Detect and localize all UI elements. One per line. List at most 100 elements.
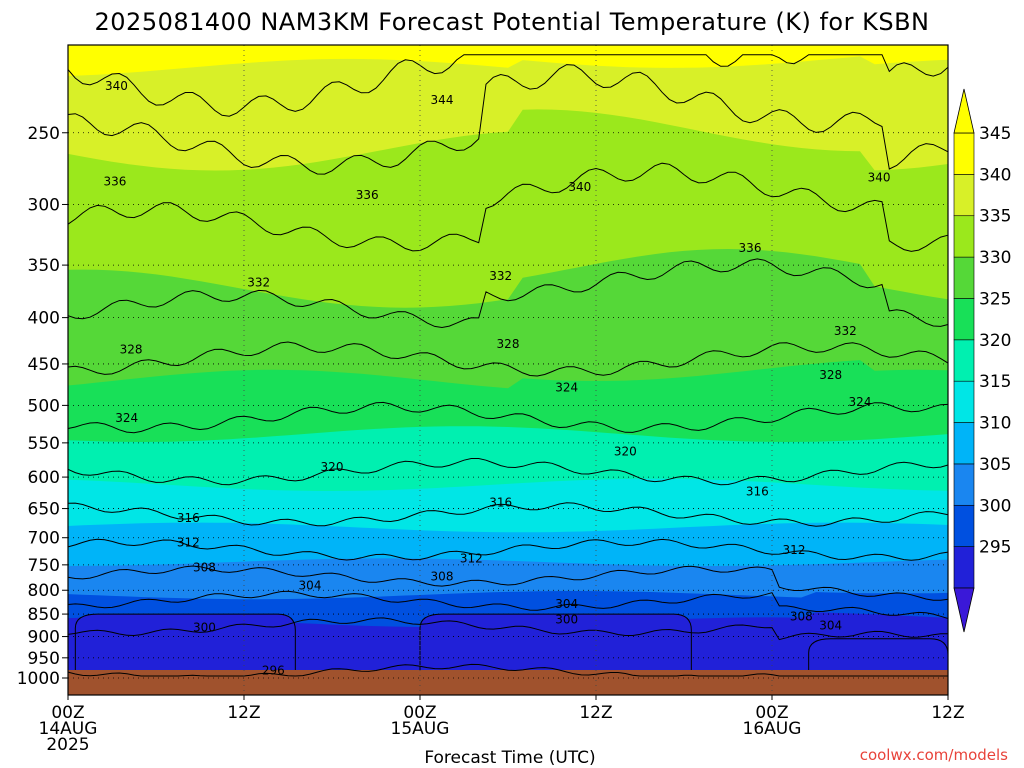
contour-label: 316 [489,495,512,509]
x-tick-label: 15AUG [391,719,450,739]
contour-label-text: 308 [431,570,454,584]
contour-label-text: 300 [193,621,216,635]
colorbar: 345 340 335 330 325 320 315 310 305 300 295 [953,88,1011,633]
contour-label: 336 [739,241,762,255]
contour-344 [67,54,949,117]
contour-label: 312 [460,552,483,566]
y-tick-label: 550 [28,434,60,454]
contour-316 [67,502,949,527]
band-340 [68,45,948,171]
contour-lines [67,54,949,677]
contour-label-text: 308 [193,560,216,574]
contour-label-text: 332 [489,269,512,283]
contour-label-text: 332 [834,324,857,338]
contour-332 [67,258,949,329]
ground-fill [68,670,948,695]
colorbar-swatch [953,215,975,258]
contour-340 [67,64,949,175]
y-axis: 250 300 350 400 450 500 550 600 650 700 750 800 850 9… [17,124,68,689]
contour-label: 300 [193,621,216,635]
contour-label: 340 [868,170,891,184]
colorbar-label: 310 [979,414,1011,434]
contour-label-text: 336 [356,188,379,202]
x-tick-label: 12Z [579,703,612,723]
colorbar-label: 295 [979,538,1011,558]
contour-label-text: 328 [120,343,143,357]
x-tick-label: 14AUG [39,719,98,739]
contour-label: 304 [555,597,578,611]
y-tick-label: 300 [28,195,60,215]
y-tick-label: 250 [28,124,60,144]
y-tick-label: 350 [28,256,60,276]
contour-label: 304 [299,578,322,592]
contour-label: 328 [819,368,842,382]
colorbar-label: 315 [979,372,1011,392]
contour-label: 340 [568,180,591,194]
y-tick-label: 500 [28,396,60,416]
contour-308 [67,565,949,601]
colorbar-label: 300 [979,496,1011,516]
contour-label-text: 304 [819,618,842,632]
colorbar-swatch [953,504,975,547]
contour-label: 296 [262,663,285,677]
contour-label: 336 [356,188,379,202]
colorbar-swatch [953,339,975,382]
contour-label: 308 [431,570,454,584]
contour-label: 320 [321,460,344,474]
contour-label: 308 [193,560,216,574]
contour-label-text: 316 [177,511,200,525]
contour-label: 308 [790,609,813,623]
contour-label-text: 332 [247,276,270,290]
y-tick-label: 1000 [17,669,60,689]
colorbar-label: 320 [979,331,1011,351]
y-tick-label: 800 [28,581,60,601]
contour-label: 332 [489,269,512,283]
x-tick-label: 00Z [403,703,436,723]
contour-label: 332 [247,276,270,290]
contour-label: 316 [177,511,200,525]
y-tick-label: 750 [28,556,60,576]
contour-label-text: 328 [819,368,842,382]
colorbar-label: 340 [979,165,1011,185]
x-axis-label: Forecast Time (UTC) [424,748,595,768]
contour-label: 332 [834,324,857,338]
contour-label: 312 [783,543,806,557]
band-345 [68,45,948,76]
contour-label-text: 296 [262,663,285,677]
contour-304 [67,590,949,619]
contour-label: 328 [120,343,143,357]
contour-label-text: 312 [783,543,806,557]
contour-label-text: 316 [746,484,769,498]
contour-label-text: 300 [555,613,578,627]
colorbar-swatch [953,256,975,299]
contour-label: 324 [115,411,138,425]
y-tick-label: 600 [28,468,60,488]
contour-label: 320 [614,444,637,458]
contour-324 [67,401,949,434]
contour-label-text: 312 [177,536,200,550]
contour-296 [67,663,948,677]
contour-labels: 340 344 336 336 340 340 336 332 332 332 328 328 328 3… [103,79,891,677]
y-tick-label: 950 [28,649,60,669]
contour-label: 324 [849,395,872,409]
contour-label: 304 [819,618,842,632]
contour-label-text: 336 [739,241,762,255]
contour-label-text: 336 [103,175,126,189]
y-tick-label: 400 [28,309,60,329]
x-tick-label: 16AUG [743,719,802,739]
colorbar-swatch [953,546,975,589]
contour-312 [67,538,949,561]
contour-label-text: 320 [321,460,344,474]
ground-layer [68,670,948,695]
y-tick-label: 700 [28,529,60,549]
y-tick-label: 850 [28,605,60,625]
contour-300 [67,617,949,641]
contour-label-text: 304 [299,578,322,592]
colorbar-label: 345 [979,124,1011,144]
cold-pool-1 [74,613,296,673]
contour-label: 324 [555,381,578,395]
contour-label-text: 340 [568,180,591,194]
contour-336 [67,162,949,252]
